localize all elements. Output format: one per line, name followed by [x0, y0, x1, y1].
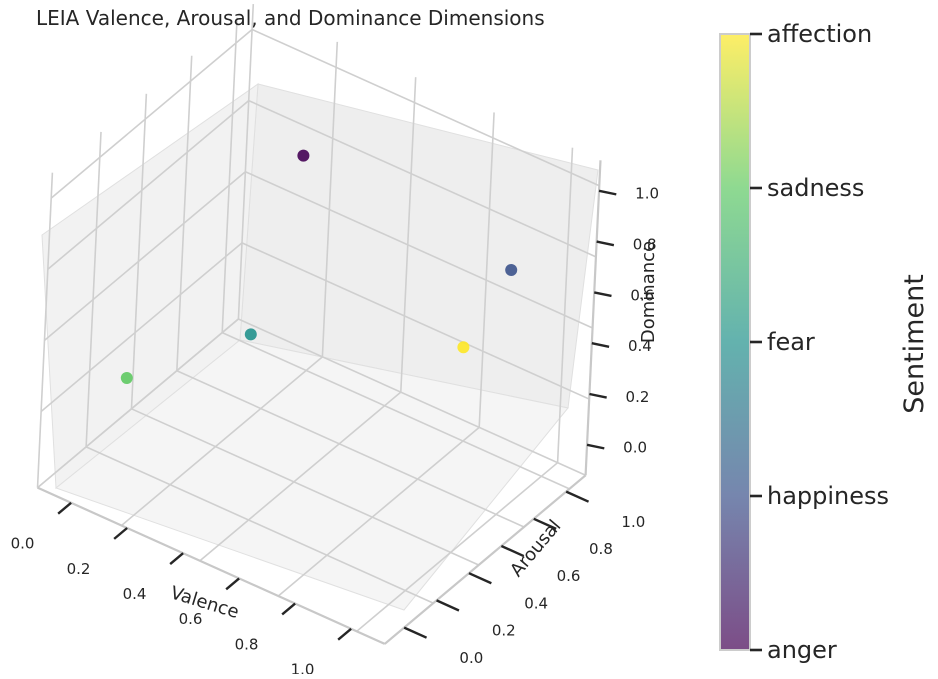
z-tick-mark [586, 443, 605, 450]
colorbar-ticks: anger happiness fear sadness affection [750, 20, 889, 664]
back-wall-gridline [248, 99, 597, 258]
colorbar-tick-label: affection [767, 20, 872, 48]
colorbar: anger happiness fear sadness affection Senti… [719, 20, 930, 664]
back-wall-gridline [251, 28, 600, 187]
axis-lines [37, 160, 602, 645]
floor-gridline [131, 408, 480, 566]
z-tick-label: 0.0 [623, 439, 647, 457]
y-tick-label: 0.6 [557, 567, 581, 585]
back-wall-gridline [556, 147, 574, 463]
side-wall-gridline [36, 172, 54, 488]
z-tick-label: 1.0 [635, 185, 659, 203]
y-axis-line [384, 474, 587, 645]
colorbar-tick-label: happiness [767, 482, 889, 510]
side-wall-gridline [221, 17, 238, 333]
point-anger [297, 149, 310, 162]
z-tick-mark [591, 342, 610, 348]
back-wall-gridline [241, 242, 590, 400]
side-wall-gridline [176, 55, 193, 371]
floor-pane [54, 339, 569, 611]
back-wall-gridline [237, 4, 255, 320]
back-wall-gridline [321, 41, 339, 357]
z-tick-label: 0.2 [626, 388, 650, 406]
y-tick-label: 0.8 [589, 540, 613, 558]
x-tick-label: 1.0 [291, 661, 315, 674]
x-tick-mark [281, 602, 296, 616]
chart-title: LEIA Valence, Arousal, and Dominance Dim… [36, 6, 545, 30]
axes-panes [41, 82, 599, 611]
floor-gridline [356, 462, 559, 632]
point-sadness [120, 372, 133, 384]
x-tick-mark [169, 552, 184, 565]
tick-marks [57, 189, 617, 641]
x-tick-mark [113, 527, 128, 540]
side-wall-gridline [37, 318, 239, 489]
y-tick-mark [565, 490, 590, 503]
y-tick-mark [533, 517, 557, 530]
colorbar-tick-label: anger [767, 636, 837, 664]
back-wall-gridline [400, 77, 417, 393]
tick-labels: 0.0 0.2 0.4 0.6 0.8 1.0 0.0 0.2 0.4 0.6 0.8 1.0 0.0 0… [11, 185, 659, 679]
x-tick-label: 0.4 [123, 585, 147, 603]
floor-gridline [176, 369, 525, 528]
point-affection [457, 341, 470, 354]
x-tick-label: 0.0 [11, 535, 35, 553]
floor-gridline [85, 446, 434, 604]
back-wall-gridline [245, 170, 593, 329]
y-tick-label: 0.4 [524, 594, 548, 612]
floor-gridline [199, 391, 402, 562]
point-fear [244, 328, 257, 341]
y-tick-label: 0.2 [492, 622, 516, 640]
z-tick-mark [589, 392, 607, 399]
back-wall-gridline [478, 112, 495, 428]
y-tick-mark [403, 626, 428, 639]
side-wall-gridline [43, 171, 246, 341]
colorbar-gradient [719, 33, 751, 651]
point-happiness [505, 264, 518, 276]
z-tick-label: 0.4 [628, 337, 652, 355]
colorbar-label: Sentiment [899, 274, 930, 414]
y-tick-label: 1.0 [621, 513, 645, 531]
side-wall-gridline [50, 28, 253, 199]
z-tick-mark [598, 189, 617, 196]
side-wall-gridline [85, 131, 102, 447]
side-wall-gridline [40, 242, 243, 413]
x-tick-label: 0.2 [67, 560, 91, 578]
z-tick-mark [593, 291, 612, 298]
colorbar-tick-label: sadness [767, 174, 864, 202]
floor-gridline [121, 356, 323, 527]
floor-gridline [277, 426, 480, 597]
z-axis-line [584, 160, 602, 476]
x-tick-label: 0.6 [179, 610, 203, 628]
side-wall-gridline [130, 93, 148, 409]
z-tick-mark [596, 240, 615, 247]
y-tick-mark [436, 599, 460, 612]
x-tick-mark [57, 501, 72, 515]
z-tick-label: 0.6 [630, 286, 654, 304]
x-tick-mark [337, 627, 352, 641]
z-axis-label: Dominance [638, 241, 659, 343]
x-tick-mark [225, 577, 240, 591]
side-wall-gridline [47, 99, 250, 270]
floor-gridline [221, 331, 570, 490]
gridlines [36, 4, 600, 645]
x-tick-label: 0.8 [235, 635, 259, 653]
colorbar-tick-label: fear [767, 328, 815, 356]
y-tick-mark [468, 572, 492, 585]
z-tick-label: 0.8 [633, 236, 657, 254]
x-axis-line [37, 486, 386, 645]
y-tick-mark [500, 544, 525, 558]
data-points [120, 149, 518, 384]
y-tick-label: 0.0 [459, 649, 483, 667]
back-wall-gridline [238, 318, 586, 477]
